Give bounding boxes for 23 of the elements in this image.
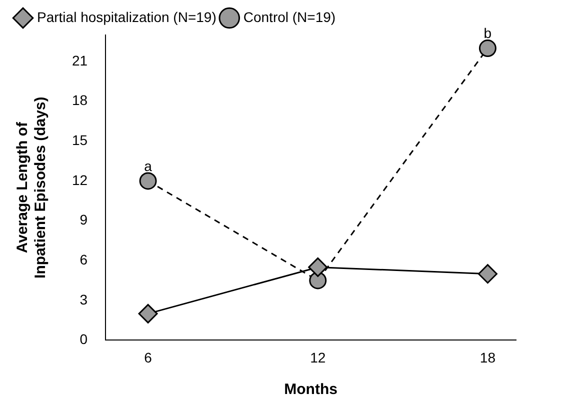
point	[138, 304, 158, 324]
annotation: a	[144, 158, 152, 174]
point	[478, 264, 498, 284]
point	[139, 172, 157, 190]
annotation: b	[484, 25, 492, 42]
x-tick-label: 6	[144, 349, 152, 366]
legend-label: Control (N=19)	[243, 8, 336, 25]
y-tick-label: 0	[80, 331, 88, 348]
point	[309, 272, 327, 290]
y-axis-title: Average Length of Inpatient Episodes (days)	[14, 96, 50, 278]
y-tick-label: 12	[72, 172, 88, 188]
y-tick-label: 3	[80, 291, 88, 308]
point	[308, 257, 328, 277]
y-tick-label: 9	[80, 212, 88, 228]
x-axis-title: Months	[284, 381, 338, 398]
y-tick-label: 6	[80, 251, 88, 268]
x-tick-label: 12	[310, 349, 326, 366]
point	[478, 40, 496, 58]
x-tick-label: 18	[480, 349, 496, 366]
legend-label: Partial hospitalization (N=19)	[37, 8, 216, 25]
y-tick-label: 18	[72, 92, 88, 108]
y-tick-label: 21	[72, 52, 88, 68]
y-tick-label: 15	[72, 132, 88, 148]
